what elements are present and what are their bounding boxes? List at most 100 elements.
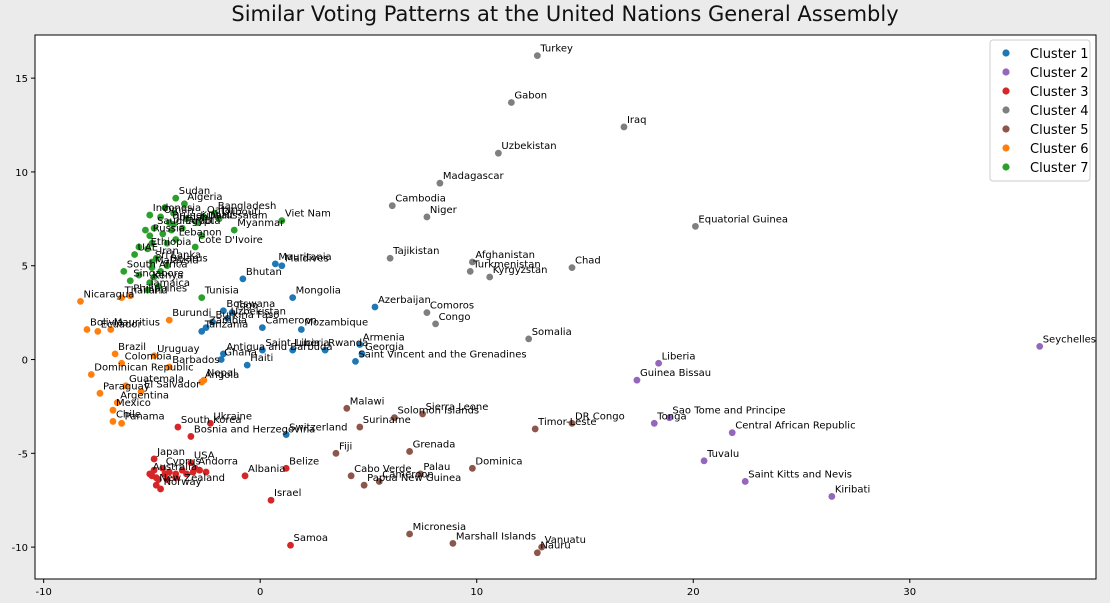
data-point [360, 481, 368, 489]
data-point [77, 297, 84, 305]
data-point [193, 219, 201, 226]
data-point [258, 324, 266, 332]
legend-marker [1002, 163, 1010, 171]
legend-label: Cluster 3 [1030, 85, 1089, 100]
data-point [148, 258, 156, 266]
point-label: Tajikistan [392, 246, 439, 257]
point-label: Burkina Faso [216, 310, 280, 321]
y-tick-label: 10 [15, 168, 28, 179]
point-label: Brunei Darussalam [172, 211, 267, 222]
point-label: Afghanistan [475, 250, 535, 261]
data-point [181, 200, 188, 208]
data-point [466, 267, 474, 275]
data-point [386, 254, 394, 262]
data-point [163, 262, 171, 270]
point-label: Turkmenistan [472, 259, 540, 270]
point-label: Georgia [365, 342, 404, 353]
point-label: Mauritania [278, 252, 331, 263]
data-point [157, 267, 164, 275]
data-point [356, 423, 364, 431]
point-label: Australia [153, 462, 197, 473]
point-label: Djibouti [222, 207, 261, 218]
data-point [150, 455, 158, 463]
point-label: Guinea Bissau [640, 368, 711, 379]
data-point [165, 316, 173, 324]
point-label: El Salvador [144, 379, 201, 390]
data-point [620, 123, 628, 131]
data-point [126, 292, 134, 300]
data-point [163, 476, 171, 483]
data-point [161, 204, 169, 211]
point-label: Switzerland [289, 423, 347, 434]
point-label: Sierra Leone [426, 402, 489, 413]
data-point [144, 286, 151, 294]
point-label: Fiji [339, 441, 352, 452]
data-point [198, 294, 206, 302]
x-tick-label: -10 [35, 587, 51, 598]
data-point [230, 226, 238, 234]
point-label: Tanzania [204, 319, 249, 330]
point-label: Iraq [627, 115, 647, 126]
point-label: Kenya [153, 271, 184, 282]
point-label: Angola [205, 370, 240, 381]
point-label: Bolivia [90, 318, 123, 329]
point-label: Barbados [172, 355, 219, 366]
data-point [219, 307, 227, 315]
point-label: Brazil [118, 342, 146, 353]
data-point [118, 359, 126, 367]
data-point [137, 388, 145, 395]
legend-label: Cluster 4 [1030, 104, 1089, 119]
legend-label: Cluster 2 [1030, 66, 1089, 81]
data-point [1036, 342, 1044, 350]
data-point [692, 222, 699, 230]
data-point [159, 230, 167, 238]
point-label: Bhutan [246, 267, 282, 278]
point-label: Chad [575, 256, 601, 267]
data-point [170, 221, 177, 228]
data-point [146, 232, 154, 240]
data-point [533, 52, 541, 60]
point-label: Ethiopia [151, 237, 192, 248]
data-point [172, 474, 180, 482]
data-point [126, 277, 134, 285]
data-point [191, 243, 199, 251]
data-point [118, 419, 126, 427]
point-label: Congo [439, 312, 471, 323]
data-point [423, 213, 431, 221]
point-label: Malawi [350, 396, 385, 407]
point-label: Suriname [363, 415, 411, 426]
point-label: Albania [248, 464, 285, 475]
point-label: Algeria [187, 192, 222, 203]
data-point [170, 209, 177, 217]
x-tick-label: 30 [903, 587, 916, 598]
data-point [155, 476, 162, 483]
data-point [165, 468, 173, 476]
point-label: Andorra [198, 456, 238, 467]
legend-label: Cluster 7 [1030, 161, 1089, 176]
y-tick-label: 5 [22, 262, 28, 273]
data-point [666, 414, 673, 422]
data-point [200, 213, 208, 221]
point-label: Grenada [413, 439, 456, 450]
point-label: Saint Kitts and Nevis [748, 469, 852, 480]
data-point [700, 457, 708, 465]
legend-marker [1002, 106, 1010, 114]
data-point [217, 356, 225, 363]
data-point [419, 410, 426, 418]
data-point [150, 466, 158, 474]
point-label: Turkey [539, 44, 573, 55]
point-label: Saint Lucia [265, 338, 320, 349]
data-point [494, 149, 502, 157]
data-point [289, 294, 297, 302]
y-tick-label: 0 [22, 356, 28, 367]
point-label: Oman [164, 205, 194, 216]
point-label: Kyrgyzstan [493, 265, 548, 276]
data-points [77, 52, 1044, 557]
data-point [157, 485, 164, 493]
data-point [215, 215, 223, 223]
legend-marker [1002, 49, 1010, 57]
x-tick-label: 0 [257, 587, 263, 598]
point-label: Uzbekistan [231, 306, 286, 317]
point-label: Sudan [179, 186, 211, 197]
